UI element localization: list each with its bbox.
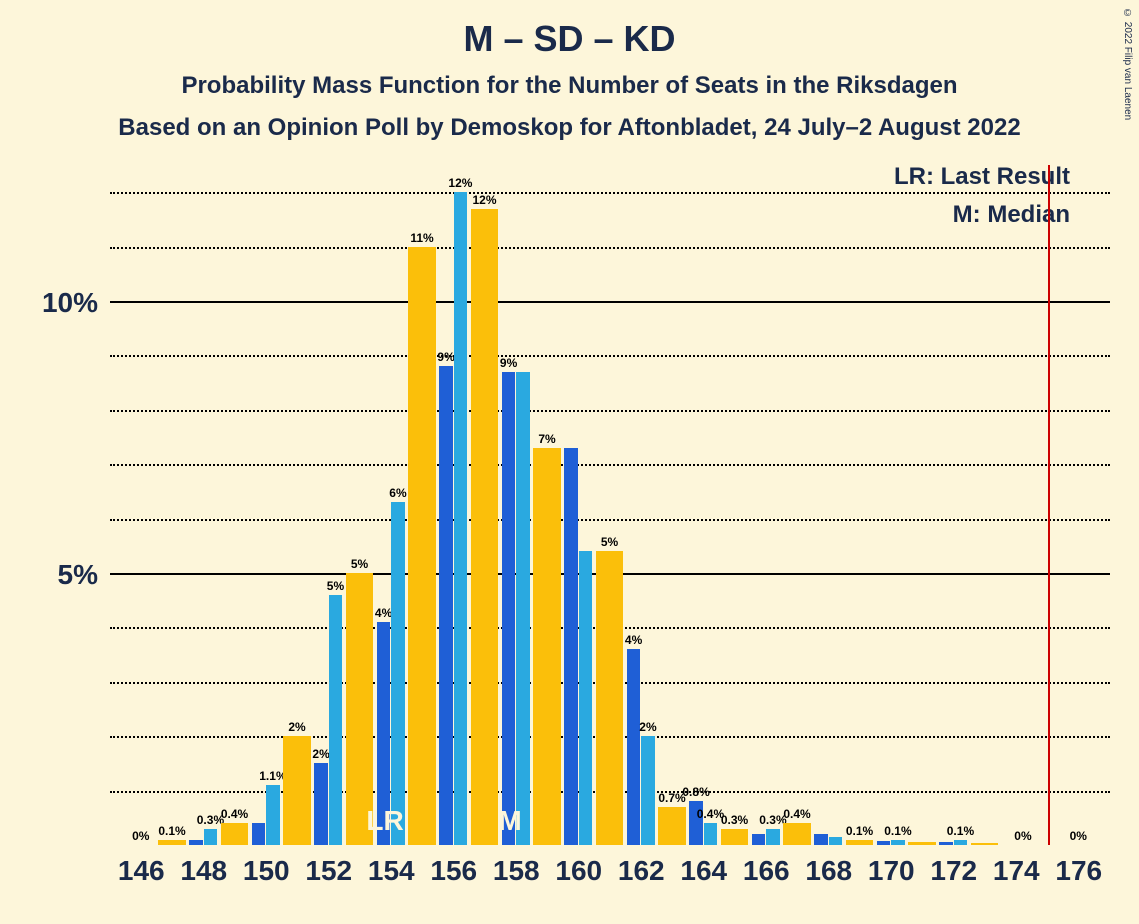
x-axis-tick: 162	[618, 855, 665, 887]
subtitle-1: Probability Mass Function for the Number…	[0, 72, 1139, 100]
bar	[829, 837, 842, 845]
bar-value-label: 0.1%	[846, 824, 873, 838]
bar: 0.4%	[783, 823, 811, 845]
subtitle-2: Based on an Opinion Poll by Demoskop for…	[0, 114, 1139, 142]
y-axis-label: 5%	[58, 559, 98, 591]
bar-value-label: 6%	[389, 486, 406, 500]
bar: 9%	[439, 366, 452, 845]
gridline-minor	[110, 410, 1110, 412]
lr-marker: LR	[366, 805, 403, 837]
bar-value-label: 2%	[639, 720, 656, 734]
copyright: © 2022 Filip van Laenen	[1122, 8, 1133, 120]
bar-value-label: 5%	[327, 579, 344, 593]
bar-value-label: 11%	[410, 231, 433, 245]
bar-value-label: 0.4%	[221, 807, 248, 821]
bar: 0.3%	[721, 829, 749, 845]
y-axis-label: 10%	[42, 287, 98, 319]
chart-area: LR: Last Result M: Median 5% 10% 0% 0.1% 0.3…	[110, 165, 1110, 845]
bar	[564, 448, 577, 845]
x-axis-tick: 146	[118, 855, 165, 887]
bar	[814, 834, 827, 845]
bar: 0.4%	[704, 823, 717, 845]
bar: 9%	[502, 372, 515, 845]
bar-value-label: 5%	[351, 557, 368, 571]
bar	[752, 834, 765, 845]
gridline-minor	[110, 355, 1110, 357]
x-axis-tick: 174	[993, 855, 1040, 887]
median-marker: M	[498, 805, 521, 837]
bar-value-label: 0.4%	[783, 807, 810, 821]
bar	[908, 842, 936, 845]
bar	[971, 843, 999, 845]
bar: 0.1%	[846, 840, 874, 845]
x-axis-tick: 160	[555, 855, 602, 887]
x-axis-tick: 150	[243, 855, 290, 887]
bar: 1.1%	[266, 785, 279, 845]
bar-value-label: 0.3%	[721, 813, 748, 827]
bar-value-label: 0%	[1014, 829, 1031, 843]
gridline-minor	[110, 464, 1110, 466]
bar: 5%	[596, 551, 624, 845]
bar: 4%	[627, 649, 640, 845]
bar: 12%	[471, 209, 499, 845]
x-axis-tick: 154	[368, 855, 415, 887]
bar: 7%	[533, 448, 561, 845]
x-axis-tick: 168	[805, 855, 852, 887]
bar-value-label: 0.8%	[682, 785, 709, 799]
bar-value-label: 7%	[538, 432, 555, 446]
bar: 12%	[454, 192, 467, 845]
bar-value-label: 9%	[500, 356, 517, 370]
main-title: M – SD – KD	[0, 18, 1139, 60]
gridline-minor	[110, 247, 1110, 249]
majority-line	[1048, 165, 1050, 845]
bar-value-label: 5%	[601, 535, 618, 549]
bar	[877, 841, 890, 845]
legend-last-result: LR: Last Result	[894, 163, 1070, 191]
gridline-minor	[110, 192, 1110, 194]
bar-value-label: 2%	[312, 747, 329, 761]
legend-median: M: Median	[953, 201, 1070, 229]
bar	[516, 372, 529, 845]
bar	[939, 842, 952, 845]
bar: 2%	[283, 736, 311, 845]
bar: 0.7%	[658, 807, 686, 845]
bar	[252, 823, 265, 845]
x-axis-tick: 170	[868, 855, 915, 887]
bar: 2%	[314, 763, 327, 845]
bar: 2%	[641, 736, 654, 845]
bar-value-label: 0.1%	[884, 824, 911, 838]
bar: 0.1%	[158, 840, 186, 845]
x-axis-tick: 176	[1055, 855, 1102, 887]
bar-value-label: 0.1%	[158, 824, 185, 838]
bar-value-label: 4%	[625, 633, 642, 647]
bar-value-label: 2%	[288, 720, 305, 734]
bar: 11%	[408, 247, 436, 845]
x-axis-tick: 148	[180, 855, 227, 887]
gridline-minor	[110, 519, 1110, 521]
bar: 5%	[329, 595, 342, 845]
bar: 0.1%	[891, 840, 904, 845]
bar-value-label: 12%	[472, 193, 496, 207]
x-axis-tick: 166	[743, 855, 790, 887]
bar: 0.3%	[204, 829, 217, 845]
bar: 0.3%	[766, 829, 779, 845]
bar-value-label: 12%	[448, 176, 472, 190]
bar-value-label: 0%	[1070, 829, 1087, 843]
bar-value-label: 9%	[437, 350, 454, 364]
bar	[579, 551, 592, 845]
x-axis-tick: 156	[430, 855, 477, 887]
bar: 0.4%	[221, 823, 249, 845]
bar: 0.1%	[954, 840, 967, 845]
x-axis-tick: 158	[493, 855, 540, 887]
gridline-major: 10%	[110, 301, 1110, 303]
bar	[189, 840, 202, 845]
bar: 6%	[391, 502, 404, 845]
bar-value-label: 0%	[132, 829, 149, 843]
title-block: M – SD – KD Probability Mass Function fo…	[0, 0, 1139, 142]
bar-value-label: 0.1%	[947, 824, 974, 838]
x-axis-tick: 172	[930, 855, 977, 887]
bar-value-label: 4%	[375, 606, 392, 620]
x-axis-tick: 164	[680, 855, 727, 887]
x-axis-tick: 152	[305, 855, 352, 887]
